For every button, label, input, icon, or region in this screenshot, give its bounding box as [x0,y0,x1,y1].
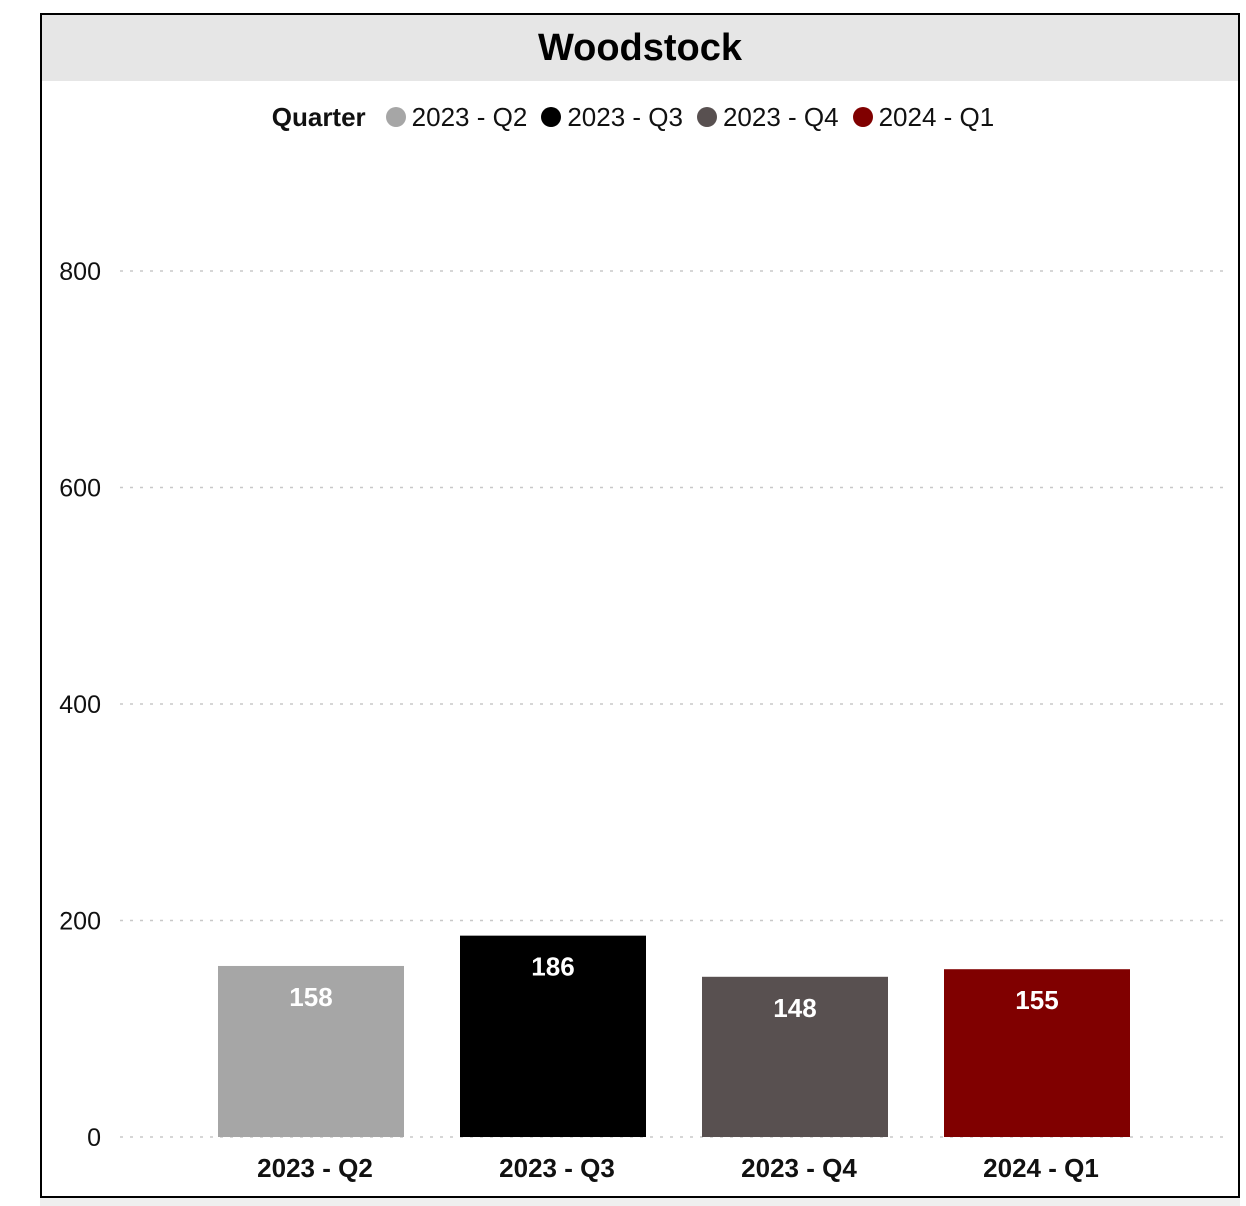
legend-label: 2023 - Q2 [411,101,528,132]
x-tick-label: 2023 - Q2 [257,1153,373,1183]
y-tick-label: 800 [59,258,101,286]
chart-title: Woodstock [537,26,743,69]
bar [218,965,404,1137]
legend-item-3[interactable]: 2024 - Q1 [852,101,995,133]
legend-title: Quarter [271,101,366,132]
legend-dot-icon [541,107,562,127]
legend-dot-icon [852,107,873,127]
y-tick-label: 200 [59,908,101,936]
y-tick-label: 400 [59,691,101,719]
legend-item-2[interactable]: 2023 - Q4 [696,101,839,133]
data-label: 148 [773,993,816,1023]
data-label: 155 [1015,985,1058,1015]
legend: Quarter 2023 - Q2 2023 - Q3 2023 - Q4 20… [42,97,1238,137]
legend-label: 2023 - Q4 [722,101,839,132]
y-tick-label: 0 [87,1124,101,1152]
legend-label: 2024 - Q1 [878,101,995,132]
legend-item-0[interactable]: 2023 - Q2 [385,101,528,133]
bottom-shadow [40,1198,1240,1206]
bar [460,935,646,1137]
x-tick-label: 2024 - Q1 [983,1153,1099,1183]
legend-item-1[interactable]: 2023 - Q3 [541,102,683,133]
legend-label: 2023 - Q3 [567,101,683,132]
legend-dot-icon [696,107,717,127]
data-label: 158 [289,982,332,1012]
bar [702,976,888,1137]
data-label: 186 [531,952,574,982]
y-tick-label: 600 [59,475,101,503]
legend-dot-icon [385,107,406,127]
x-tick-label: 2023 - Q3 [499,1153,615,1183]
title-bar: Woodstock [42,15,1238,81]
x-tick-label: 2023 - Q4 [741,1153,857,1183]
bar [944,969,1130,1137]
